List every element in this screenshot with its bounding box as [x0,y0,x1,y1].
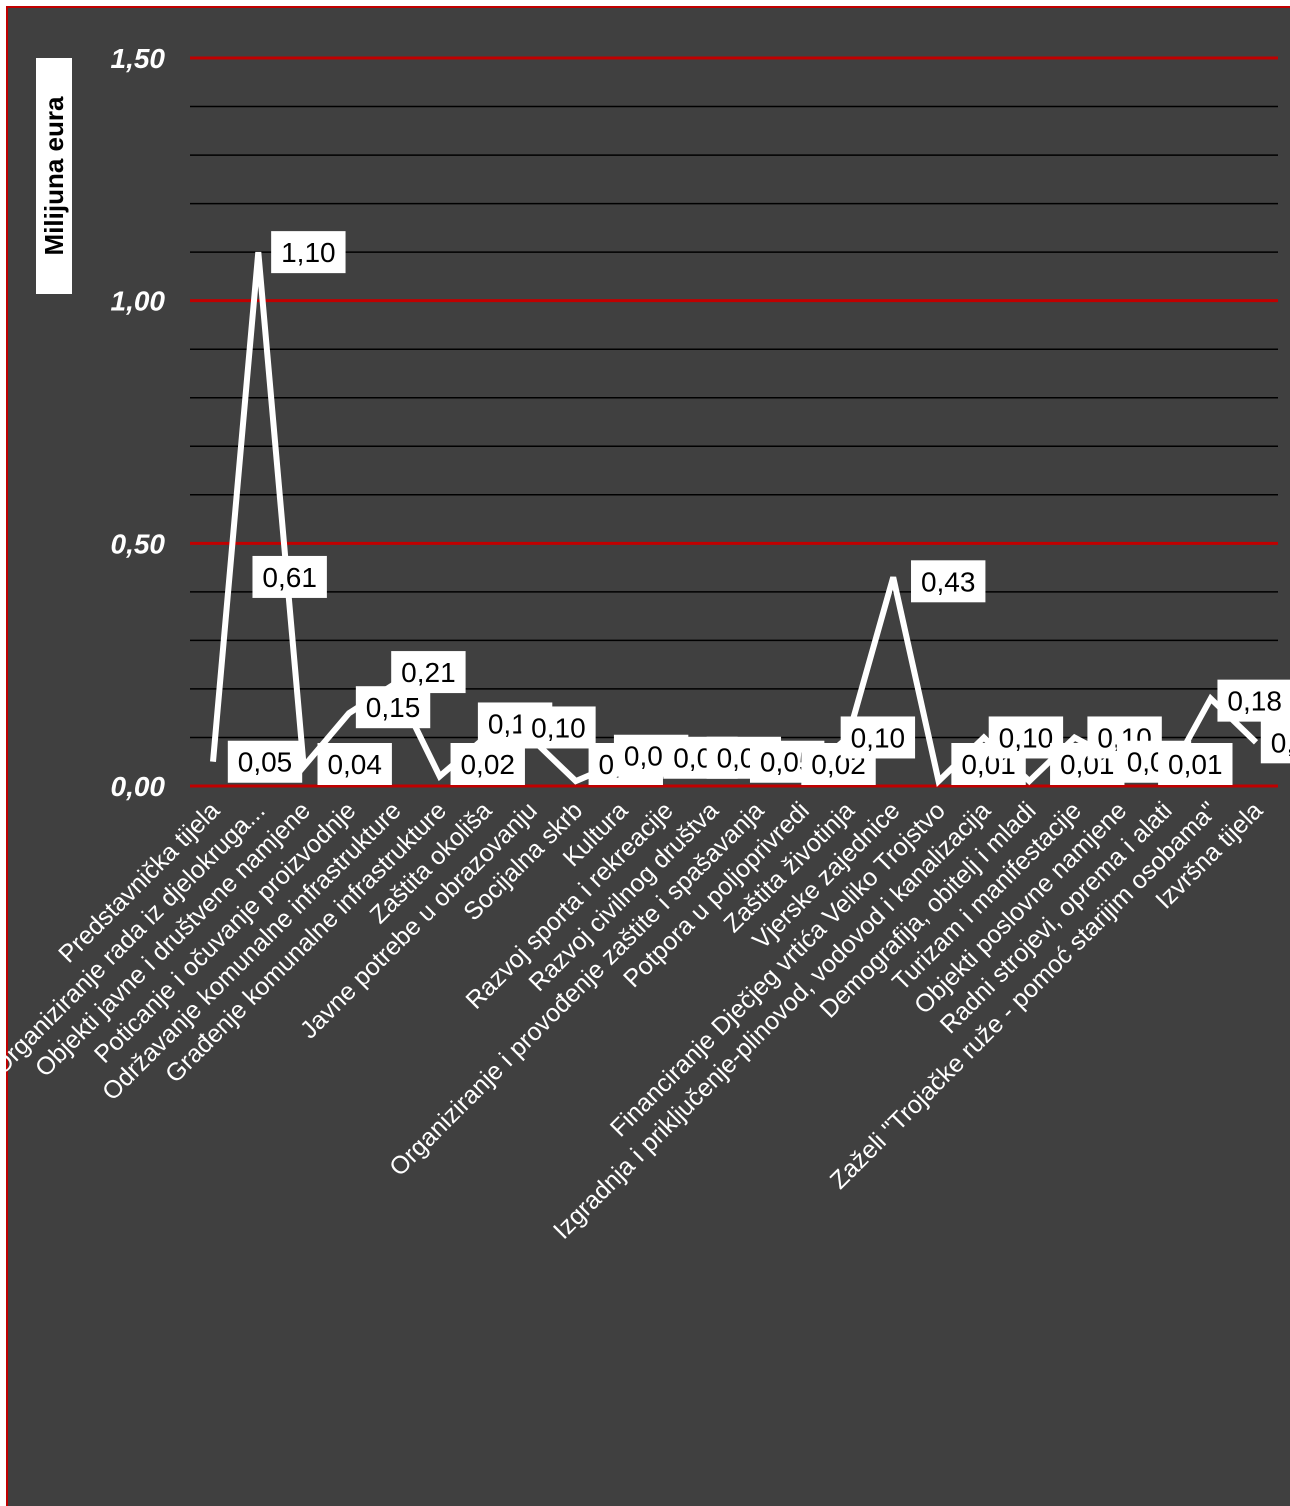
data-label: 0,05 [227,740,303,783]
data-label-box [450,743,525,785]
data-label: 0,10 [840,716,916,759]
data-label-box [355,686,431,729]
data-label-text: 0,18 [1227,686,1282,717]
data-label-box [1217,679,1290,722]
data-label-text: 0,10 [851,722,906,753]
data-label-text: 0,15 [366,692,421,723]
data-label-box [227,740,303,783]
data-label: 0,43 [911,560,986,603]
y-axis-title-box [36,58,72,294]
data-label-box [271,231,346,274]
data-label: 1,10 [271,231,346,274]
data-label: 0,02 [450,743,525,785]
data-label-text: 0,10 [531,712,586,743]
data-label-box [317,743,392,785]
data-label-box [1260,721,1290,764]
data-label: 0,01 [1050,743,1125,785]
y-tick-label: 1,50 [111,43,166,74]
data-label-text: 0,09 [1271,727,1290,758]
data-label-box [252,555,327,598]
data-label-text: 0,43 [921,566,976,597]
data-label-text: 0,61 [262,562,317,593]
y-tick-label: 0,00 [111,771,166,802]
data-label: 0,18 [1217,679,1290,722]
y-tick-label: 0,50 [111,528,166,559]
gridlines [190,56,1278,788]
data-label-box [1158,743,1233,785]
data-label: 0,10 [521,706,596,749]
data-label-text: 1,10 [281,237,336,268]
data-labels: 0,051,100,040,150,210,020,100,100,010,05… [227,231,1290,785]
y-axis-title-group: Milijuna eura [36,58,72,294]
data-label: 0,09 [1260,721,1290,764]
y-axis-title: Milijuna eura [36,58,72,294]
data-label: 0,61 [252,555,327,598]
data-label-text: 0,02 [460,749,515,780]
data-label-text: 0,04 [327,749,382,780]
data-label-box [521,706,596,749]
data-label: 0,04 [317,743,392,785]
data-label: 0,01 [1158,743,1233,785]
data-label: 0,21 [391,651,466,694]
data-label-text: 0,05 [238,747,293,778]
y-axis-title-text: Milijuna eura [39,96,69,255]
data-label-box [391,651,466,694]
data-label-text: 0,10 [999,722,1054,753]
data-label-box [911,560,986,603]
data-label-box [840,716,916,759]
data-label-text: 0,21 [401,657,456,688]
y-axis-ticks: 0,00 0,50 1,00 1,50 [111,43,166,802]
data-label-text: 0,01 [1168,749,1223,780]
y-tick-label: 1,00 [111,286,166,317]
data-label: 0,15 [355,686,431,729]
